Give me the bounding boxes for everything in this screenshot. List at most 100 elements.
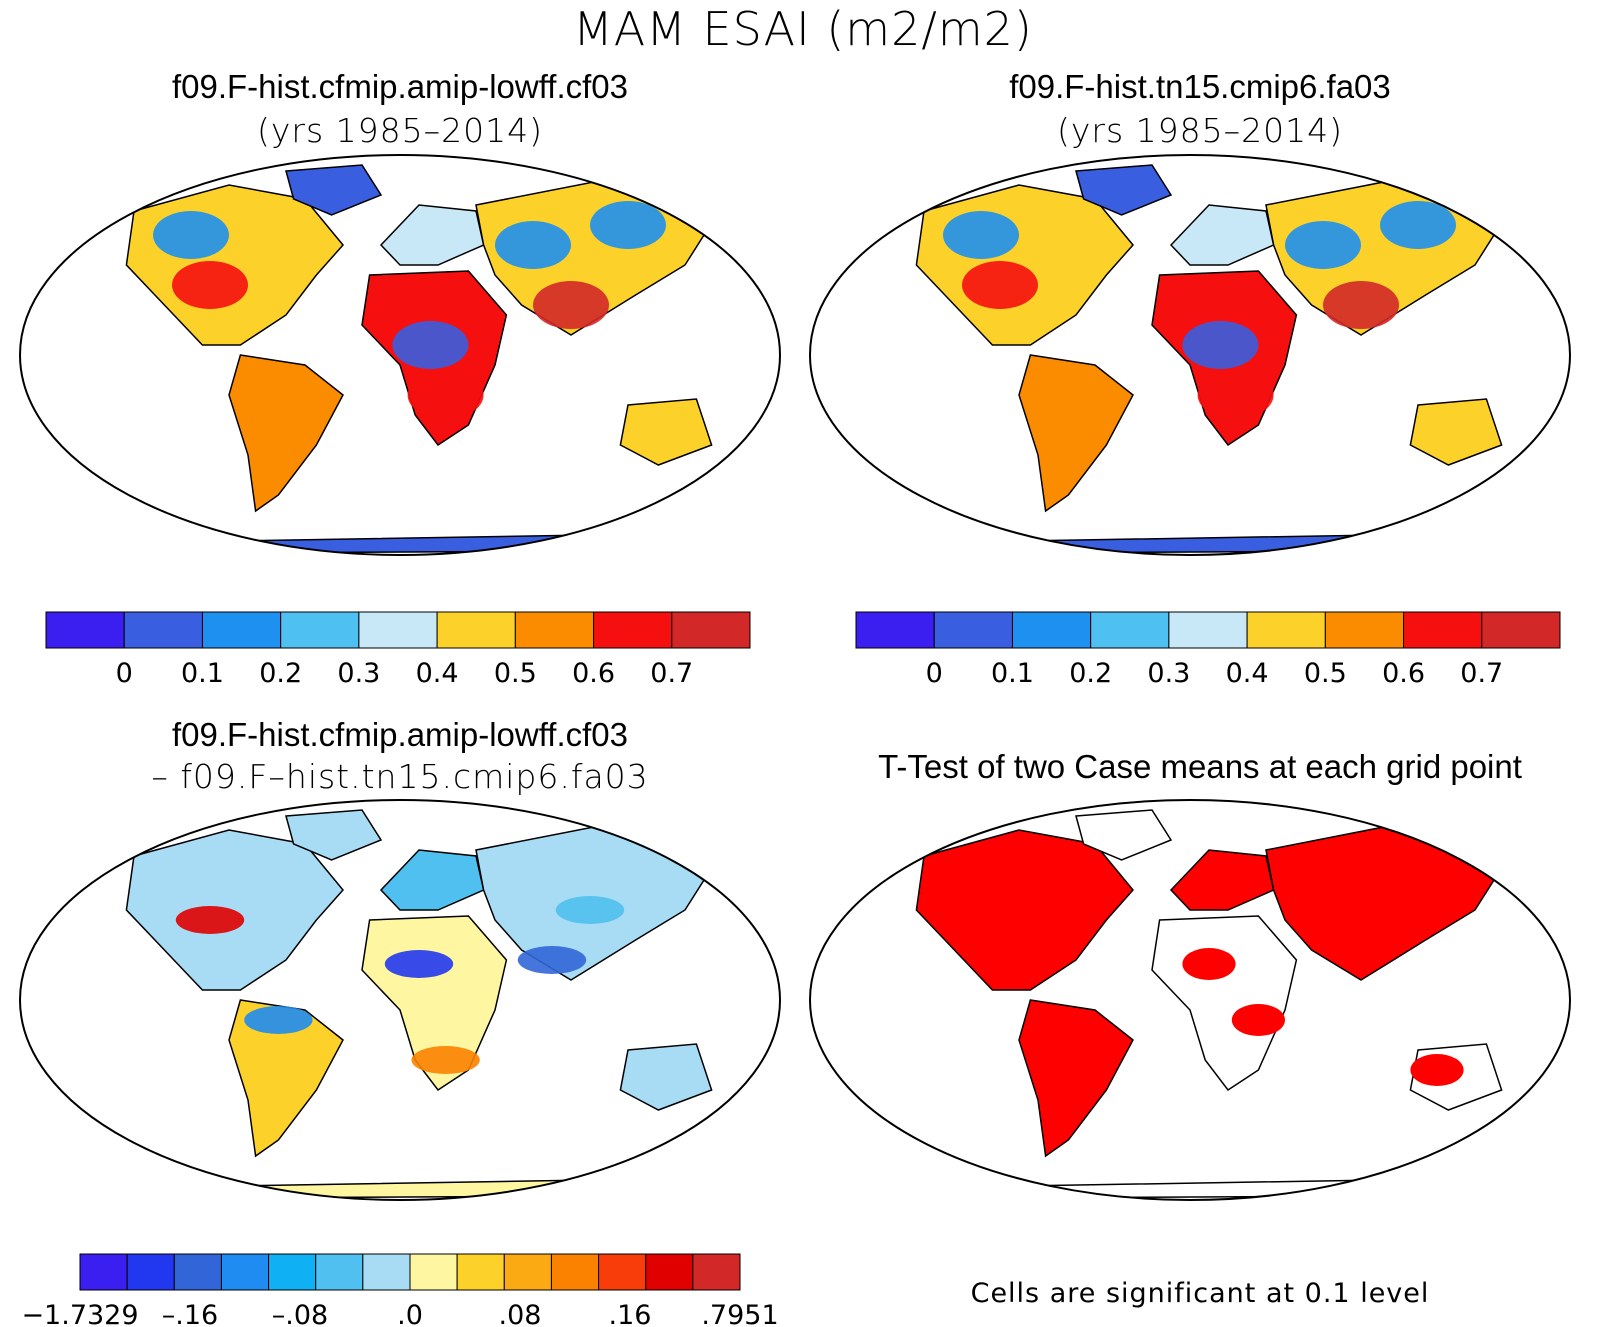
colorbar-case1-label: 0.6 [572,658,615,689]
colorbar-case1-bin [358,611,438,649]
colorbar-diff-bin [456,1253,505,1291]
continent-australia-case2 [1409,398,1503,466]
panel-diff-subtitle: – f09.F–hist.tn15.cmip6.fa03 [151,757,649,796]
map-border-diff [19,799,781,1201]
colorbar-diff-label: .16 [609,1300,652,1327]
continent-greenland-ttest [1075,809,1173,861]
panel-case1-title: f09.F-hist.cfmip.amip-lowff.cf03 [171,68,629,105]
colorbar-case1-label: 0.4 [416,658,459,689]
colorbar-case2-label: 0.6 [1382,658,1425,689]
field-patch-case1-5 [407,371,484,419]
colorbar-case1-bin [123,611,203,649]
colorbar-diff-bin [503,1253,552,1291]
colorbar-diff: −1.7329 –.16 –.08 .0 .08 .16 .7951 [21,1253,779,1327]
map-border-ttest [809,799,1571,1201]
continent-namerica-ttest [915,829,1134,991]
colorbar-case1-bin [201,611,282,649]
colorbar-diff-label: .08 [499,1300,542,1327]
colorbar-diff-bin [692,1253,741,1291]
colorbar-diff-bin [409,1253,458,1291]
colorbar-diff-bin [79,1253,128,1291]
colorbar-case1-label: 0.3 [337,658,380,689]
colorbar-case2-label: 0.5 [1304,658,1347,689]
field-patch-case1-4 [248,381,324,429]
field-patch-diff-5 [555,896,625,924]
colorbar-case2-label: 0.4 [1226,658,1269,689]
field-patch-ttest-3 [1057,1054,1111,1086]
colorbar-case2-bin [1011,611,1092,649]
field-patch-case1-3 [495,221,571,269]
continent-namerica-diff [125,829,344,991]
colorbar-case1-label: 0.2 [259,658,302,689]
colorbar-diff-bin [220,1253,270,1291]
colorbar-case2-label: 0.2 [1069,658,1112,689]
colorbar-diff-label: –.16 [162,1300,218,1327]
colorbar-case2-label: 0.7 [1460,658,1503,689]
map-panel-diff [19,799,781,1201]
colorbar-diff-bin [126,1253,175,1291]
field-patch-case1-0 [172,261,248,309]
continent-greenland-diff [285,809,383,861]
continent-greenland-case2 [1075,164,1173,216]
colorbar-diff-bin [268,1253,317,1291]
colorbar-case1-bin [514,611,595,649]
colorbar-diff-label: –.08 [272,1300,328,1327]
field-patch-diff-2 [517,946,587,974]
field-patch-case2-7 [1380,201,1456,249]
field-patch-diff-4 [411,1046,480,1074]
map-panel-ttest [809,799,1571,1201]
colorbar-diff-bin [645,1253,694,1291]
field-patch-diff-3 [244,1006,313,1034]
colorbar-case1-label: 0.1 [181,658,224,689]
colorbar-diff-bin [315,1253,364,1291]
colorbar-case2-bin [1324,611,1405,649]
field-patch-case1-6 [153,211,229,259]
panel-ttest-title: T-Test of two Case means at each grid po… [878,748,1522,785]
colorbar-case2-label: 0.1 [991,658,1034,689]
colorbar-diff-bin [362,1253,411,1291]
colorbar-case2-bin [933,611,1013,649]
colorbar-case2-bin [1403,611,1483,649]
colorbar-diff-label: .7951 [701,1300,778,1327]
colorbar-case1-bin [671,611,751,649]
panel-diff-title: f09.F-hist.cfmip.amip-lowff.cf03 [171,716,629,753]
colorbar-case2-label: 0.3 [1147,658,1190,689]
colorbar-case2-bin [855,611,935,649]
field-patch-case2-2 [1182,321,1259,369]
colorbar-case2: 0 0.1 0.2 0.3 0.4 0.5 0.6 0.7 [855,611,1561,689]
figure-title: MAM ESAI (m2/m2) [573,2,1033,56]
colorbar-case1-bin [436,611,516,649]
colorbar-case1: 0 0.1 0.2 0.3 0.4 0.5 0.6 0.7 [45,611,751,689]
colorbar-case1-bin [45,611,125,649]
colorbar-case2-bin [1168,611,1248,649]
panel-case1-subtitle: (yrs 1985–2014) [257,111,543,150]
panel-case2-subtitle: (yrs 1985–2014) [1057,111,1343,150]
panel-case2-title: f09.F-hist.tn15.cmip6.fa03 [1009,68,1391,105]
field-patch-ttest-0 [1182,948,1236,980]
field-patch-case1-1 [533,281,609,329]
colorbar-case1-label: 0 [116,658,133,689]
colorbar-case1-bin [280,611,360,649]
colorbar-case2-bin [1090,611,1170,649]
colorbar-case2-label: 0 [926,658,943,689]
continent-australia-diff [619,1043,713,1111]
ttest-note: Cells are significant at 0.1 level [970,1278,1430,1309]
colorbar-case2-bin [1246,611,1326,649]
continent-australia-case1 [619,398,713,466]
field-patch-case2-3 [1285,221,1361,269]
field-patch-ttest-1 [1231,1004,1285,1036]
colorbar-diff-label: .0 [397,1300,423,1327]
field-patch-case2-4 [1038,381,1114,429]
field-patch-case2-6 [943,211,1019,259]
field-patch-case2-0 [962,261,1038,309]
colorbar-case1-label: 0.7 [650,658,693,689]
colorbar-case1-label: 0.5 [494,658,537,689]
continent-samerica-diff [228,999,344,1158]
colorbar-diff-bin [550,1253,600,1291]
colorbar-diff-bin [173,1253,222,1291]
field-patch-case1-7 [590,201,666,249]
field-patch-ttest-2 [1410,1054,1464,1086]
map-panel-case2 [809,154,1571,556]
